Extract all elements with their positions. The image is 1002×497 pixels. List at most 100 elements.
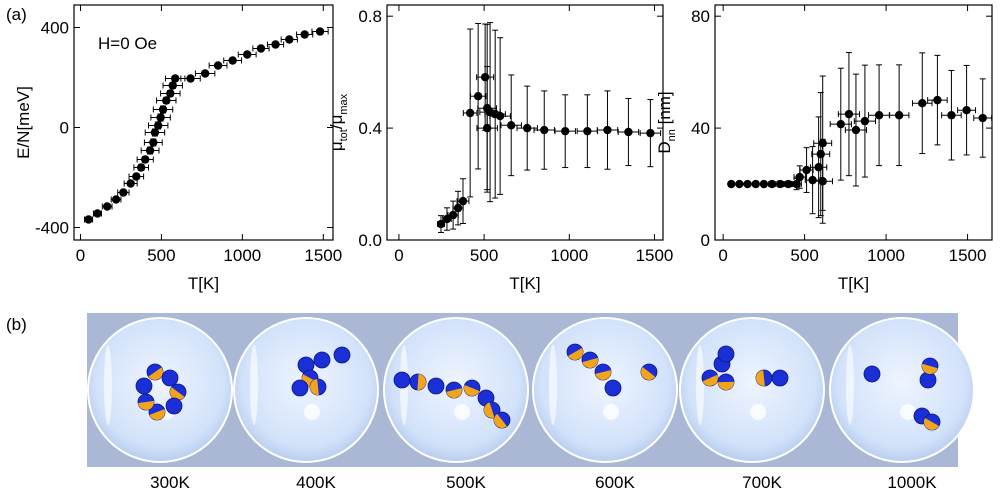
point — [482, 123, 492, 133]
point — [162, 96, 171, 105]
point — [119, 188, 128, 197]
point — [603, 125, 612, 135]
x-tick-label: 1500 — [636, 246, 674, 265]
y-axis-label-part: [nm] — [655, 91, 674, 129]
atom-half — [464, 385, 480, 396]
atom — [333, 346, 351, 364]
atom-half — [641, 367, 656, 380]
point — [561, 126, 570, 136]
point — [84, 215, 93, 224]
atom — [604, 379, 622, 397]
point — [814, 163, 823, 172]
snapshot-caption: 300K — [150, 473, 190, 492]
point — [256, 44, 266, 53]
point — [947, 111, 956, 120]
point — [962, 105, 971, 115]
point — [775, 179, 785, 189]
point — [168, 81, 177, 90]
x-tick-label: 1000 — [550, 246, 588, 265]
point — [646, 128, 655, 138]
point — [735, 179, 744, 189]
snapshot-glow — [750, 404, 766, 420]
point — [150, 128, 160, 137]
y-tick-label: 0.8 — [358, 7, 382, 26]
x-axis-label: T[K] — [838, 274, 869, 293]
point — [860, 116, 870, 126]
point — [285, 35, 294, 44]
y-tick-label: 80 — [691, 7, 710, 26]
point — [442, 214, 452, 224]
atom-half — [138, 400, 154, 410]
atom-half — [484, 402, 495, 418]
x-tick-label: 1500 — [304, 246, 342, 265]
snapshot-caption: 700K — [742, 473, 782, 492]
x-tick-label: 500 — [470, 246, 498, 265]
snapshot-highlight — [104, 345, 112, 425]
point — [93, 209, 102, 218]
point — [453, 203, 463, 213]
atom-half — [702, 374, 718, 386]
y-tick-label: 0 — [701, 231, 710, 250]
point — [507, 121, 516, 130]
point — [145, 146, 155, 155]
plot-frame — [386, 4, 664, 241]
annotation: H=0 Oe — [98, 34, 157, 53]
point — [894, 111, 904, 120]
y-tick-label: 0.4 — [358, 119, 382, 138]
x-axis-label: T[K] — [509, 274, 540, 293]
point — [784, 179, 793, 189]
atom-half — [924, 418, 939, 430]
atom-half — [170, 387, 185, 400]
x-tick-label: 0 — [76, 246, 85, 265]
point — [795, 172, 804, 182]
point — [767, 179, 777, 189]
y-tick-label: 40 — [691, 119, 710, 138]
point — [844, 109, 854, 119]
point — [624, 127, 633, 137]
snapshot-disc — [87, 317, 233, 463]
point — [933, 95, 942, 105]
y-axis-label: Dnn [nm] — [655, 91, 678, 153]
atom-half — [582, 357, 598, 368]
snapshot-highlight — [549, 345, 557, 425]
atom — [427, 377, 445, 395]
x-tick-label: 500 — [147, 246, 175, 265]
point — [495, 111, 505, 121]
point — [523, 123, 532, 133]
point — [448, 210, 458, 220]
point — [480, 72, 490, 82]
point — [759, 179, 769, 189]
atom-half — [756, 370, 765, 386]
snapshot-glow — [603, 404, 619, 420]
point — [271, 40, 280, 49]
y-axis-label-part: tot — [338, 129, 350, 141]
atom-half — [718, 381, 734, 390]
y-axis-label: E/N[meV] — [14, 86, 33, 159]
point — [213, 61, 223, 70]
point — [836, 119, 845, 129]
point — [978, 113, 987, 123]
snapshot-glow — [454, 404, 470, 420]
point — [583, 126, 592, 136]
point — [243, 50, 252, 59]
atom — [863, 365, 881, 383]
atom-half — [148, 367, 163, 380]
y-tick-label: 0 — [60, 119, 69, 138]
plot-frame — [73, 4, 334, 241]
point — [158, 105, 168, 114]
snapshot-caption: 400K — [296, 473, 336, 492]
point — [132, 172, 141, 181]
point — [149, 138, 158, 147]
y-axis-label-part: D — [655, 141, 674, 153]
snapshot-caption: 500K — [446, 473, 486, 492]
point — [816, 149, 825, 159]
x-tick-label: 1000 — [223, 246, 261, 265]
point — [918, 98, 927, 108]
snapshot-highlight — [250, 345, 258, 425]
point — [473, 92, 483, 101]
x-tick-label: 1000 — [867, 246, 905, 265]
snapshot-disc — [679, 317, 825, 463]
plot-frame — [714, 4, 993, 241]
snapshot-caption: 1000K — [887, 473, 937, 492]
